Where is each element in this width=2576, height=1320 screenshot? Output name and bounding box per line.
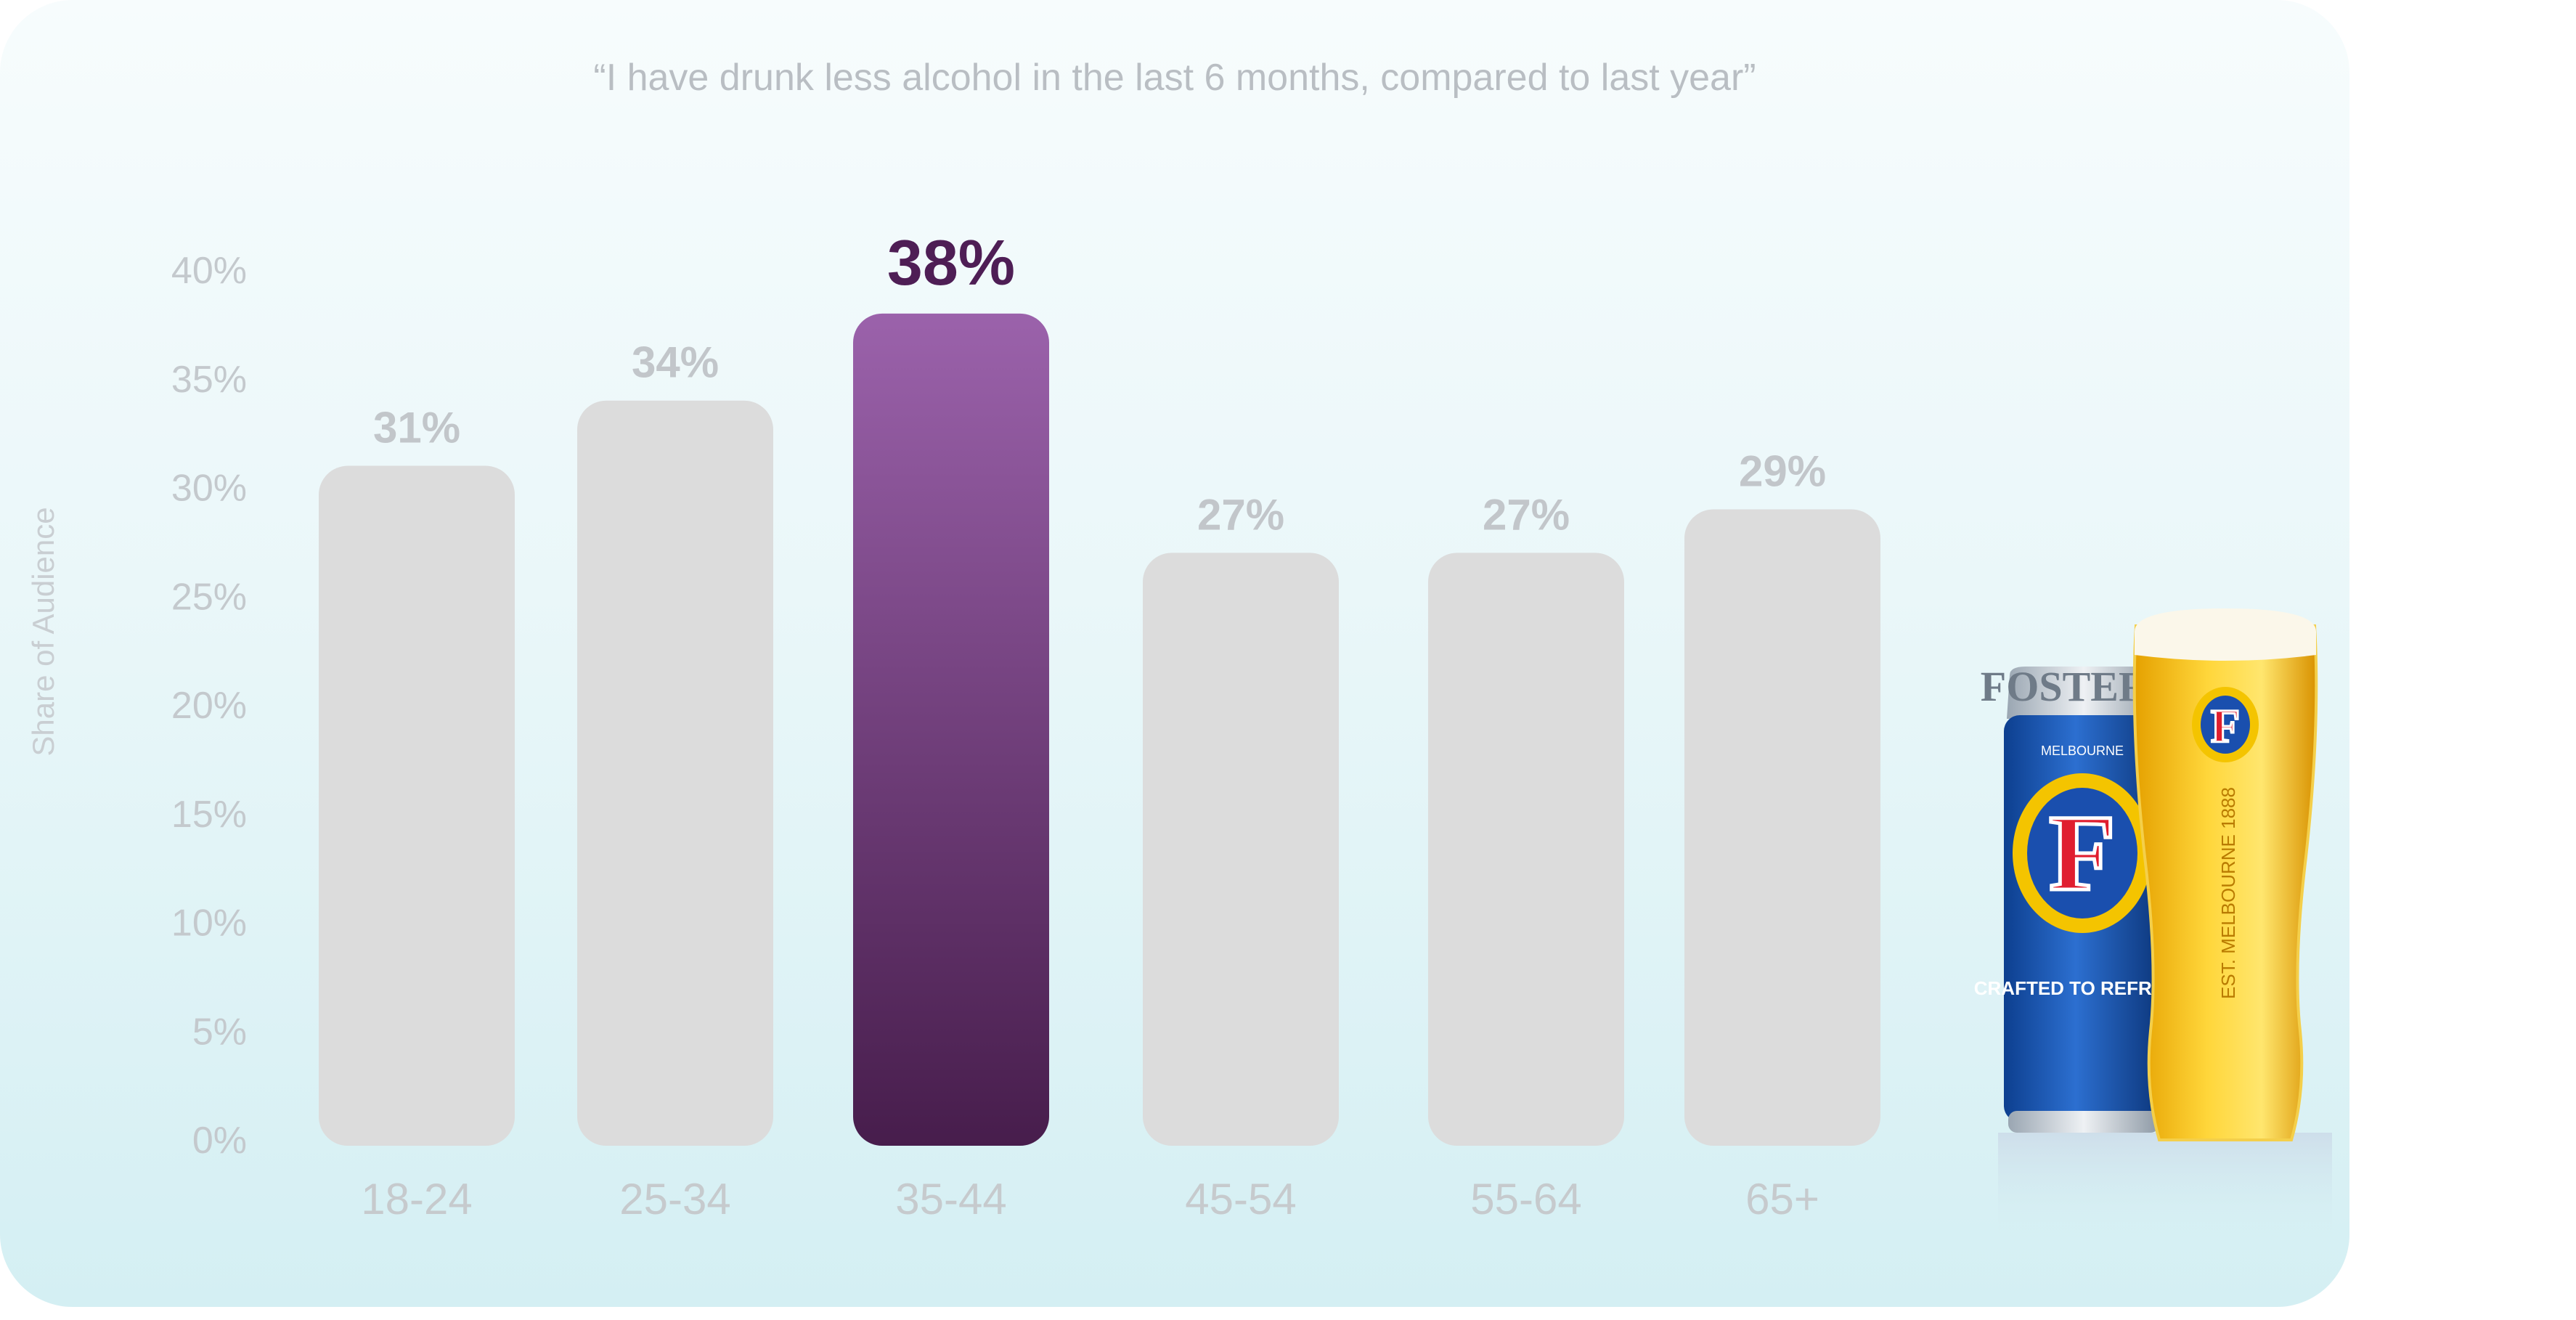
bar: [577, 400, 773, 1146]
product-image: F MELBOURNE FOSTER'S CRAFTED TO REFRESH …: [1974, 608, 2332, 1242]
x-tick-label: 35-44: [895, 1175, 1006, 1223]
y-tick-label: 30%: [171, 468, 247, 510]
y-tick-label: 0%: [192, 1120, 247, 1162]
y-axis-ticks: 0% 5% 10% 15% 20% 25% 30% 35% 40%: [171, 250, 247, 1162]
can-letter: F: [2049, 793, 2116, 913]
bar: [1428, 553, 1624, 1146]
chart-card: “I have drunk less alcohol in the last 6…: [0, 0, 2349, 1307]
bars-group: [319, 313, 1880, 1146]
bar: [1143, 553, 1339, 1146]
x-axis-ticks: 18-24 25-34 35-44 45-54 55-64 65+: [361, 1175, 1819, 1223]
bar: [1684, 509, 1880, 1146]
data-label: 38%: [887, 227, 1015, 298]
y-tick-label: 10%: [171, 903, 247, 945]
data-label: 34%: [632, 338, 719, 387]
glass-text: EST. MELBOURNE 1888: [2217, 787, 2239, 999]
bar: [319, 465, 515, 1146]
product-reflection: [1998, 1133, 2332, 1242]
x-tick-label: 18-24: [361, 1175, 472, 1223]
beer-can-icon: F MELBOURNE FOSTER'S CRAFTED TO REFRESH: [1974, 663, 2190, 1133]
bar-highlighted: [853, 313, 1049, 1146]
y-tick-label: 20%: [171, 685, 247, 727]
x-tick-label: 25-34: [619, 1175, 730, 1223]
y-tick-label: 35%: [171, 359, 247, 401]
data-labels-group: 31% 34% 38% 27% 27% 29%: [373, 227, 1826, 539]
chart-title: “I have drunk less alcohol in the last 6…: [593, 57, 1756, 99]
data-label: 29%: [1739, 447, 1826, 495]
data-label: 31%: [373, 404, 460, 452]
bar-chart: “I have drunk less alcohol in the last 6…: [26, 57, 1880, 1223]
y-tick-label: 5%: [192, 1011, 247, 1053]
y-tick-label: 40%: [171, 250, 247, 292]
y-tick-label: 25%: [171, 576, 247, 618]
x-tick-label: 45-54: [1185, 1175, 1296, 1223]
beer-glass-icon: F EST. MELBOURNE 1888: [2132, 608, 2318, 1141]
x-tick-label: 65+: [1745, 1175, 1819, 1223]
data-label: 27%: [1197, 490, 1284, 539]
can-sub-text: MELBOURNE: [2041, 743, 2124, 758]
y-axis-label: Share of Audience: [26, 507, 60, 756]
y-tick-label: 15%: [171, 794, 247, 836]
x-tick-label: 55-64: [1470, 1175, 1581, 1223]
data-label: 27%: [1483, 490, 1570, 539]
svg-text:F: F: [2211, 700, 2240, 753]
